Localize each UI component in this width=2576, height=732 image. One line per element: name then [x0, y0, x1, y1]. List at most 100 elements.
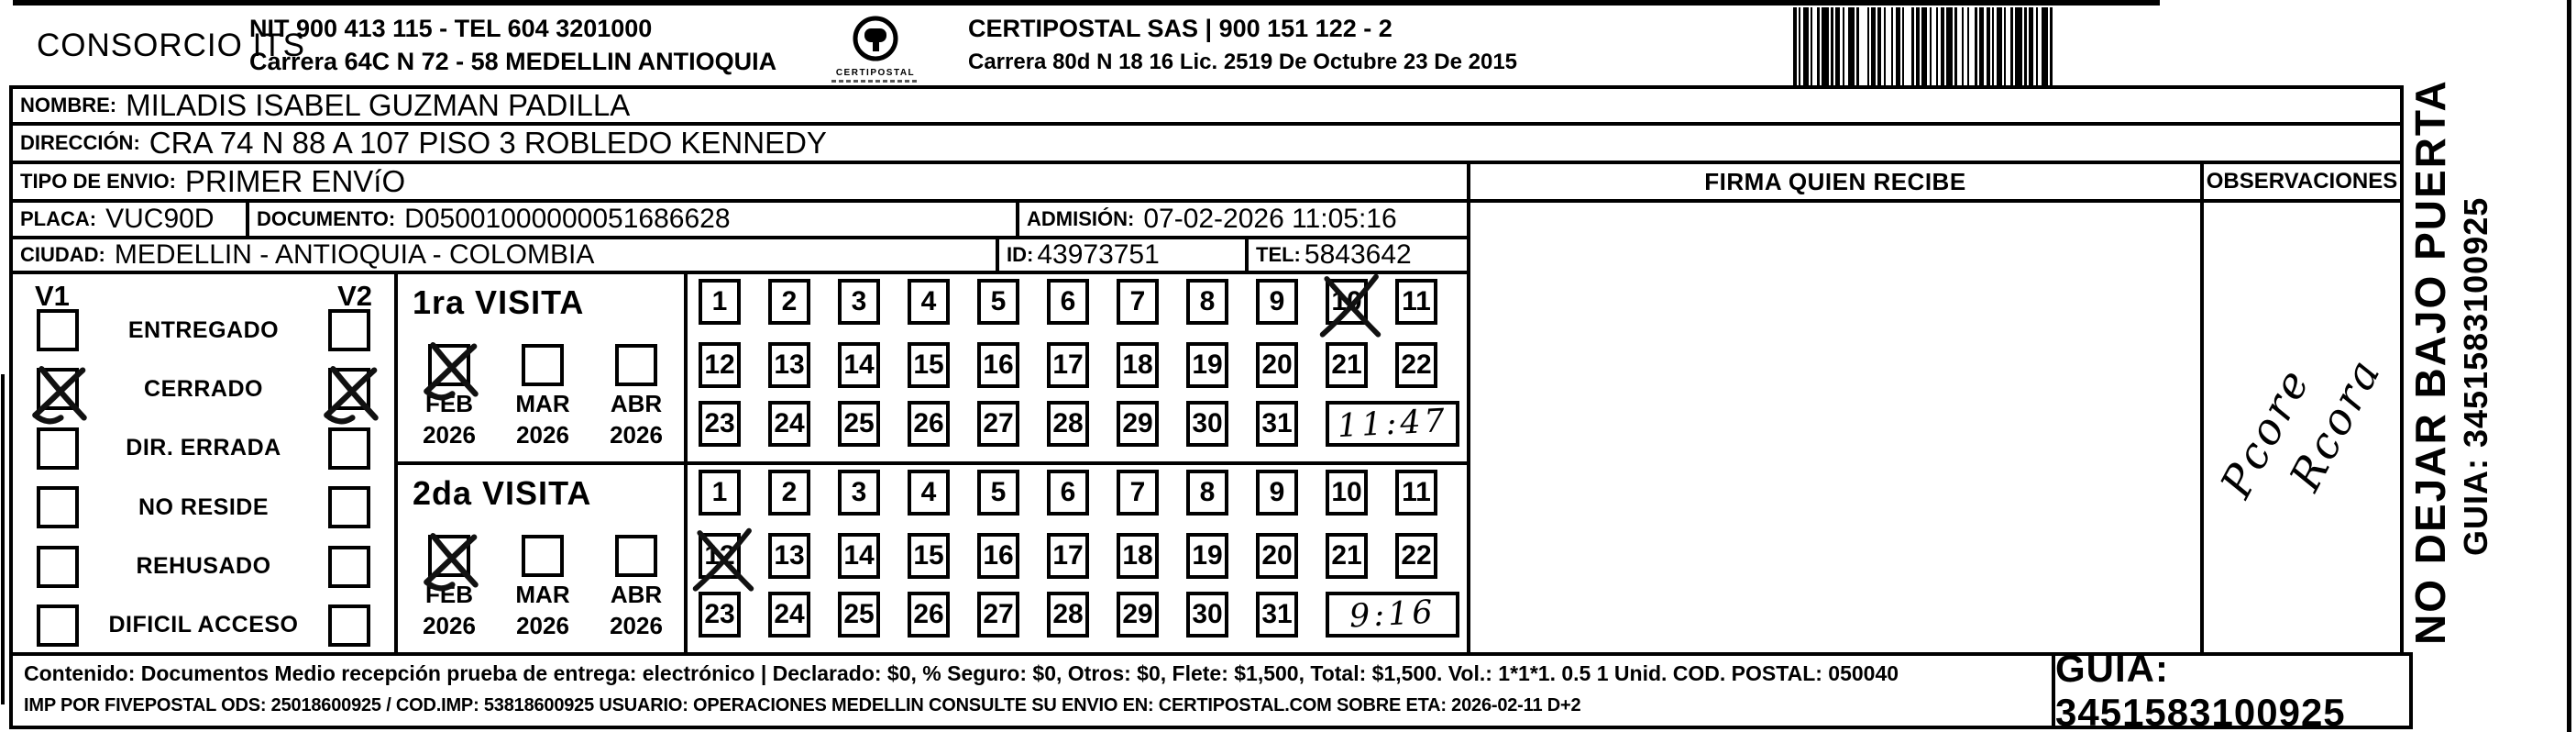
day-cell[interactable]: 24 [768, 592, 810, 638]
month-option: FEB 2026 [409, 533, 490, 638]
day-cell[interactable]: 27 [977, 592, 1019, 638]
day-cell[interactable]: 24 [768, 401, 810, 447]
month-checkbox[interactable] [615, 344, 657, 386]
day-cell[interactable]: 13 [768, 342, 810, 388]
v1-checkbox[interactable] [37, 486, 79, 529]
month-checkbox[interactable] [424, 342, 479, 401]
day-cell[interactable]: 17 [1047, 533, 1089, 579]
day-cell[interactable]: 20 [1256, 533, 1298, 579]
v2-checkbox[interactable] [324, 366, 379, 425]
day-cell[interactable]: 29 [1117, 592, 1159, 638]
day-cell[interactable]: 30 [1186, 592, 1228, 638]
day-cell[interactable]: 19 [1186, 342, 1228, 388]
day-cell[interactable]: 9 [1256, 470, 1298, 516]
month-label: ABR [610, 390, 663, 417]
day-cell[interactable]: 22 [1395, 342, 1437, 388]
v1-checkbox[interactable] [32, 366, 87, 425]
day-cell[interactable]: 1 [699, 279, 741, 325]
day-cell[interactable]: 7 [1117, 279, 1159, 325]
day-cell[interactable]: 7 [1117, 470, 1159, 516]
status-option-label: DIR. ERRADA [126, 435, 281, 461]
scan-edge-right [2567, 0, 2571, 732]
day-row: 23 24 25 26 27 28 29 30 31 11:47 [699, 400, 1467, 448]
day-cell[interactable]: 6 [1047, 279, 1089, 325]
day-cell[interactable]: 19 [1186, 533, 1228, 579]
day-cell[interactable]: 28 [1047, 592, 1089, 638]
day-cell[interactable]: 26 [908, 592, 950, 638]
day-cell[interactable]: 30 [1186, 401, 1228, 447]
day-cell[interactable]: 27 [977, 401, 1019, 447]
day-cell[interactable]: 31 [1256, 592, 1298, 638]
day-cell[interactable]: 21 [1326, 533, 1368, 579]
v1-checkbox[interactable] [37, 309, 79, 351]
day-cell[interactable]: 31 [1256, 401, 1298, 447]
day-cell[interactable]: 11 [1395, 279, 1437, 325]
day-cell[interactable]: 2 [768, 470, 810, 516]
day-cell[interactable]: 15 [908, 533, 950, 579]
day-cell[interactable]: 4 [908, 470, 950, 516]
day-cell[interactable]: 3 [838, 279, 880, 325]
day-cell[interactable]: 10 [1326, 470, 1368, 516]
day-cell[interactable]: 5 [977, 470, 1019, 516]
day-cell[interactable]: 18 [1117, 533, 1159, 579]
day-cell[interactable]: 8 [1186, 279, 1228, 325]
tipo-envio-label: TIPO DE ENVIO: [20, 170, 176, 193]
day-cell[interactable]: 28 [1047, 401, 1089, 447]
month-checkbox[interactable] [615, 535, 657, 577]
day-cell[interactable]: 3 [838, 470, 880, 516]
v2-checkbox[interactable] [327, 309, 370, 351]
tel-cell: TEL: 5843642 [1245, 236, 1470, 274]
operator-address-line: Carrera 80d N 18 16 Lic. 2519 De Octubre… [968, 50, 1518, 74]
v1-checkbox[interactable] [37, 604, 79, 647]
observaciones-header-label: OBSERVACIONES [2206, 169, 2398, 194]
day-cell[interactable]: 29 [1117, 401, 1159, 447]
day-cell[interactable]: 21 [1326, 342, 1368, 388]
placa-cell: PLACA: VUC90D [9, 199, 249, 239]
day-cell[interactable]: 14 [838, 342, 880, 388]
day-cell[interactable]: 18 [1117, 342, 1159, 388]
day-cell-crossed[interactable]: 10 [1319, 273, 1382, 338]
day-cell[interactable]: 11 [1395, 470, 1437, 516]
day-cell[interactable]: 23 [699, 592, 741, 638]
day-cell[interactable]: 16 [977, 342, 1019, 388]
day-cell[interactable]: 16 [977, 533, 1019, 579]
day-cell[interactable]: 22 [1395, 533, 1437, 579]
day-cell[interactable]: 4 [908, 279, 950, 325]
v2-checkbox[interactable] [327, 545, 370, 588]
v2-checkbox[interactable] [328, 486, 370, 529]
day-grid: 1 2 3 4 5 6 7 8 9 10 11 12 13 14 15 16 17 18 19 20 21 22 23 24 2… [684, 271, 1470, 465]
sender-nit-line: NIT 900 413 115 - TEL 604 3201000 [249, 15, 653, 42]
day-cell[interactable]: 26 [908, 401, 950, 447]
v1-checkbox[interactable] [37, 427, 79, 470]
day-cell[interactable]: 25 [838, 401, 880, 447]
day-cell[interactable]: 5 [977, 279, 1019, 325]
day-cell[interactable]: 15 [908, 342, 950, 388]
status-box: V1 V2 ENTREGADO CERRADO DIR. ERRADA NO RESI… [9, 271, 398, 656]
day-cell[interactable]: 6 [1047, 470, 1089, 516]
v2-checkbox[interactable] [327, 604, 370, 647]
visit-1-months: FEB 2026 MAR 2026 ABR 2026 [398, 342, 684, 448]
month-checkbox[interactable] [424, 533, 479, 592]
day-cell[interactable]: 8 [1186, 470, 1228, 516]
day-cell[interactable]: 9 [1256, 279, 1298, 325]
day-cell[interactable]: 20 [1256, 342, 1298, 388]
v1-checkbox[interactable] [37, 545, 79, 588]
day-cell[interactable]: 13 [768, 533, 810, 579]
day-cell[interactable]: 2 [768, 279, 810, 325]
day-cell[interactable]: 17 [1047, 342, 1089, 388]
day-row: 23 24 25 26 27 28 29 30 31 9:16 [699, 591, 1467, 638]
day-cell[interactable]: 12 [699, 342, 741, 388]
logo-caption: CERTIPOSTAL [835, 68, 916, 78]
day-cell[interactable]: 23 [699, 401, 741, 447]
day-cell[interactable]: 1 [699, 470, 741, 516]
month-checkbox[interactable] [522, 535, 564, 577]
day-cell[interactable]: 14 [838, 533, 880, 579]
v2-checkbox[interactable] [328, 427, 370, 470]
day-cell-crossed[interactable]: 12 [692, 527, 754, 592]
day-cell[interactable]: 25 [838, 592, 880, 638]
status-option-row: REHUSADO [13, 545, 394, 588]
month-checkbox[interactable] [522, 344, 564, 386]
handwritten-time: 11:47 [1336, 402, 1449, 446]
admision-cell: ADMISIÓN: 07-02-2026 11:05:16 [1016, 199, 1470, 239]
